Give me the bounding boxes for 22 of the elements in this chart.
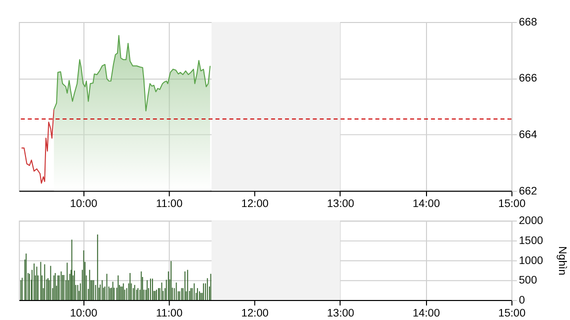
x-tick-label: 14:00 (412, 198, 440, 210)
x-tick-label: 11:00 (156, 307, 183, 320)
y-tick-label: 2000 (518, 215, 544, 228)
x-tick-label: 12:00 (241, 307, 269, 320)
x-tick-label: 10:00 (70, 307, 98, 320)
x-tick-label: 10:00 (70, 198, 98, 210)
y-tick-label: 666 (518, 72, 538, 85)
x-tick-label: 12:00 (241, 198, 269, 210)
x-tick-label: 11:00 (156, 198, 183, 210)
y-tick-label: 500 (518, 274, 538, 287)
x-tick-label: 15:00 (498, 198, 526, 210)
y-tick-label: 664 (518, 128, 538, 141)
x-tick-label: 13:00 (326, 198, 354, 210)
y-tick-label: 662 (518, 185, 538, 198)
y-tick-label: 668 (518, 16, 538, 28)
y-axis-title: Nghìn (556, 246, 568, 276)
y-tick-label: 0 (518, 294, 525, 306)
y-tick-label: 1500 (518, 234, 544, 247)
x-tick-label: 13:00 (326, 307, 354, 320)
x-tick-label: 14:00 (412, 307, 440, 320)
x-tick-label: 15:00 (498, 307, 526, 320)
y-tick-label: 1000 (518, 254, 544, 267)
